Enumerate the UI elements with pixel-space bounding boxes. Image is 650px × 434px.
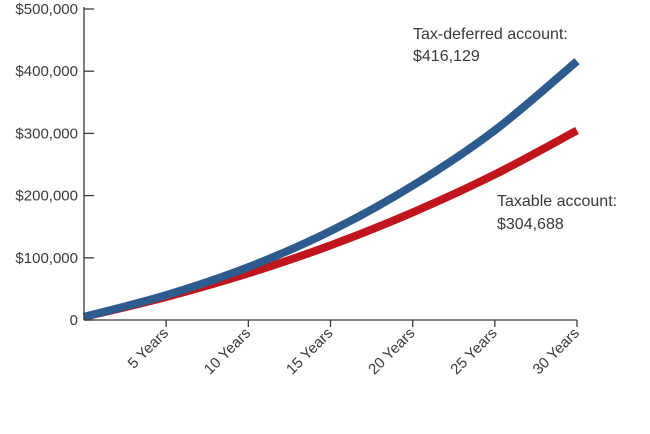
x-tick-label: 20 Years <box>365 325 418 378</box>
annotation-tax-deferred-value: $416,129 <box>413 48 480 65</box>
annotation-taxable-value: $304,688 <box>497 216 564 233</box>
y-tick-label: $500,000 <box>15 1 78 18</box>
x-tick-label: 5 Years <box>125 325 172 372</box>
y-tick-label: $200,000 <box>15 188 78 205</box>
y-tick-label: 0 <box>70 312 78 329</box>
annotation-taxable-title: Taxable account: <box>497 193 617 210</box>
series-line-tax_deferred <box>82 58 580 321</box>
x-tick-label: 10 Years <box>201 325 254 378</box>
y-tick-label: $300,000 <box>15 125 78 142</box>
x-axis-ticks: 5 Years 10 Years 15 Years 20 Years 25 Years 3… <box>125 320 583 378</box>
x-tick-label: 25 Years <box>447 325 500 378</box>
y-axis-ticks: 0 $100,000 $200,000 $300,000 $400,000 $500,00… <box>15 1 94 329</box>
series-layer <box>82 58 580 321</box>
x-tick-label: 15 Years <box>283 325 336 378</box>
y-tick-label: $100,000 <box>15 250 78 267</box>
annotation-tax-deferred-title: Tax-deferred account: <box>413 26 568 43</box>
x-tick-label: 30 Years <box>530 325 583 378</box>
y-tick-label: $400,000 <box>15 63 78 80</box>
